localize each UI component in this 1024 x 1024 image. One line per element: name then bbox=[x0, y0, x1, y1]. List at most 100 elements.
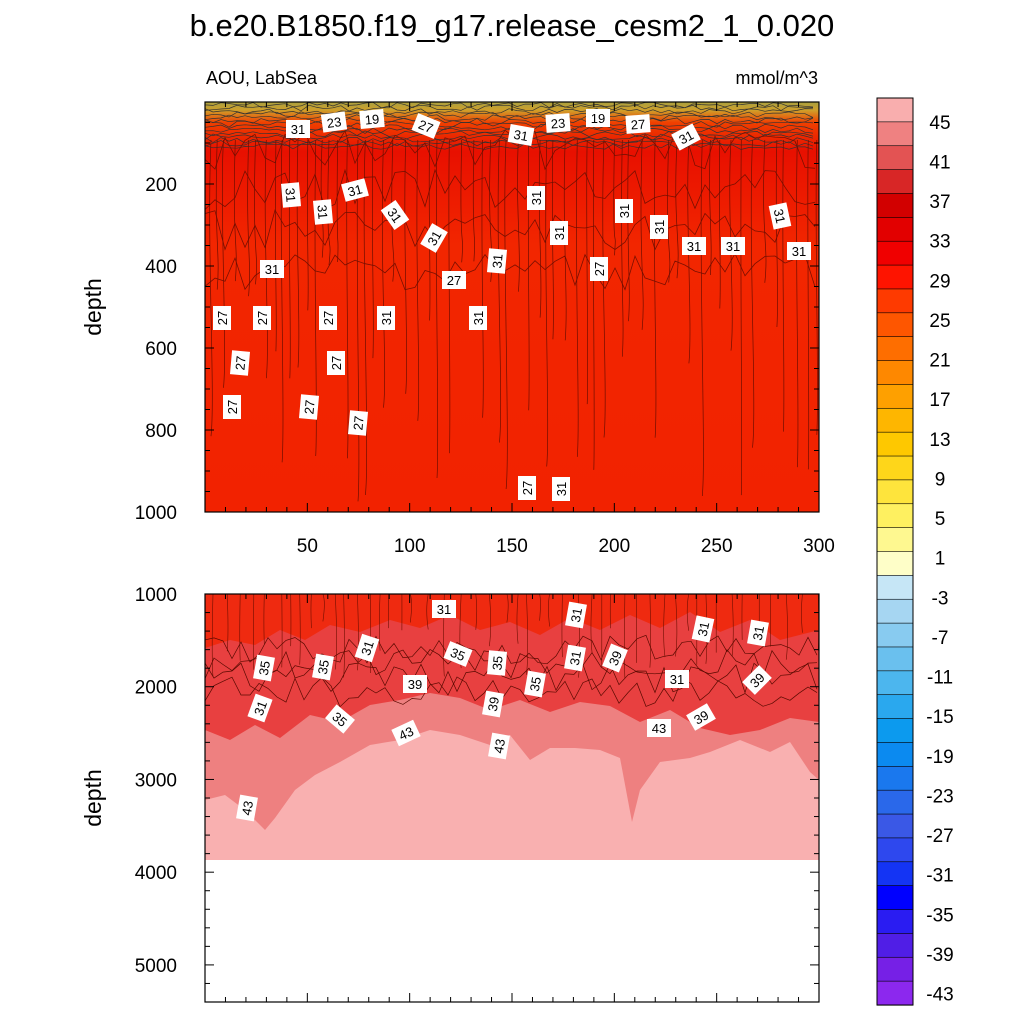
contour-label: 31 bbox=[380, 200, 410, 230]
contour-label: 31 bbox=[486, 248, 508, 274]
svg-text:31: 31 bbox=[670, 672, 684, 687]
top-panel: 31 23 19 27 31 23 19 27 31 31 31 31 31 31 31 31 31 31 31 31… bbox=[80, 101, 835, 557]
contour-label: 31 bbox=[721, 237, 745, 255]
contour-label: 31 bbox=[768, 202, 792, 230]
colorbar-label: -11 bbox=[927, 668, 953, 689]
colorbar-swatch bbox=[876, 861, 914, 887]
colorbar-swatch bbox=[876, 885, 914, 911]
contour-label: 31 bbox=[341, 178, 369, 202]
svg-text:43: 43 bbox=[239, 800, 256, 817]
colorbar-swatch bbox=[876, 933, 914, 958]
svg-text:31: 31 bbox=[792, 244, 806, 259]
svg-text:39: 39 bbox=[606, 649, 625, 668]
svg-text:27: 27 bbox=[255, 311, 270, 325]
top-x-tick-label: 100 bbox=[394, 536, 426, 557]
contour-label: 27 bbox=[223, 395, 241, 419]
bottom-contour-lines bbox=[205, 594, 819, 708]
colorbar-label: -31 bbox=[926, 866, 953, 887]
contour-label: 27 bbox=[625, 114, 651, 134]
contour-label: 27 bbox=[442, 271, 466, 289]
contour-label: 31 bbox=[682, 237, 706, 255]
svg-text:31: 31 bbox=[346, 181, 364, 199]
contour-label: 27 bbox=[590, 257, 608, 281]
colorbar-label: 17 bbox=[929, 390, 950, 411]
colorbar-label: 33 bbox=[929, 232, 950, 253]
contour-label: 39 bbox=[482, 690, 504, 718]
contour-label: 31 bbox=[650, 215, 668, 239]
contour-label: 31 bbox=[354, 633, 380, 663]
svg-text:31: 31 bbox=[379, 311, 394, 325]
top-x-tick-label: 300 bbox=[803, 536, 835, 557]
bottom-y-tick-label: 2000 bbox=[135, 678, 177, 699]
contour-label: 35 bbox=[325, 704, 355, 734]
colorbar-swatch bbox=[876, 527, 914, 553]
colorbar-swatch bbox=[876, 694, 914, 720]
svg-text:39: 39 bbox=[691, 707, 711, 727]
contour-label: 43 bbox=[488, 732, 510, 760]
colorbar-swatch bbox=[876, 479, 914, 505]
bottom-contour-labels: 31 31 31 31 31 35 35 35 35 31 39 39 35 31 39 39 31 35 43 43… bbox=[236, 600, 772, 822]
colorbar-label: -3 bbox=[932, 588, 949, 609]
svg-text:35: 35 bbox=[256, 660, 273, 677]
top-y-tick-label: 1000 bbox=[135, 503, 177, 524]
contour-label: 31 bbox=[280, 182, 302, 208]
svg-text:31: 31 bbox=[726, 239, 740, 254]
colorbar-swatch bbox=[876, 598, 914, 624]
top-y-tick-label: 400 bbox=[145, 257, 177, 278]
colorbar-label: 5 bbox=[935, 509, 946, 530]
colorbar-label: 21 bbox=[929, 351, 950, 372]
contour-label: 19 bbox=[586, 109, 610, 127]
contour-label: 39 bbox=[742, 665, 772, 695]
svg-text:31: 31 bbox=[384, 205, 405, 225]
svg-text:31: 31 bbox=[567, 650, 584, 667]
contour-label: 43 bbox=[647, 719, 671, 737]
svg-text:27: 27 bbox=[329, 356, 344, 370]
bottom-y-tick-label: 3000 bbox=[135, 770, 177, 791]
contour-label: 27 bbox=[298, 394, 320, 420]
svg-text:35: 35 bbox=[448, 645, 467, 664]
svg-text:35: 35 bbox=[527, 676, 544, 693]
contour-label: 27 bbox=[253, 306, 271, 330]
contour-label: 23 bbox=[320, 111, 348, 133]
colorbar-label: -39 bbox=[926, 945, 953, 966]
contour-label: 27 bbox=[319, 306, 337, 330]
contour-label: 31 bbox=[747, 619, 769, 647]
svg-text:31: 31 bbox=[554, 482, 569, 496]
colorbar-swatch bbox=[876, 718, 914, 744]
chart-title: b.e20.B1850.f19_g17.release_cesm2_1_0.02… bbox=[190, 8, 835, 43]
colorbar-swatch bbox=[876, 551, 914, 576]
colorbar-swatch bbox=[876, 956, 914, 982]
colorbar-swatch bbox=[876, 97, 914, 123]
colorbar-swatch bbox=[876, 145, 914, 171]
top-x-tick-label: 50 bbox=[297, 536, 318, 557]
colorbar-label: 25 bbox=[929, 311, 950, 332]
svg-text:31: 31 bbox=[437, 602, 451, 617]
svg-text:19: 19 bbox=[591, 111, 605, 126]
svg-text:43: 43 bbox=[491, 738, 508, 755]
contour-label: 27 bbox=[347, 410, 369, 436]
contour-label: 43 bbox=[391, 719, 421, 747]
colorbar-label: -43 bbox=[926, 985, 953, 1006]
svg-text:31: 31 bbox=[676, 127, 696, 147]
colorbar-swatch bbox=[876, 431, 914, 457]
svg-text:27: 27 bbox=[350, 415, 366, 431]
colorbar-swatch bbox=[876, 837, 914, 863]
top-y-tick-label: 200 bbox=[145, 175, 177, 196]
contour-label: 35 bbox=[486, 650, 508, 676]
svg-text:27: 27 bbox=[232, 355, 248, 371]
colorbar-swatch bbox=[876, 742, 914, 767]
colorbar-swatch bbox=[876, 288, 914, 314]
contour-label: 35 bbox=[524, 670, 546, 698]
svg-text:27: 27 bbox=[630, 117, 645, 133]
contour-label: 27 bbox=[327, 351, 345, 375]
contour-label: 31 bbox=[552, 477, 570, 501]
contour-label: 31 bbox=[787, 242, 811, 260]
svg-text:31: 31 bbox=[314, 204, 330, 220]
contour-label: 31 bbox=[565, 601, 587, 629]
units-label: mmol/m^3 bbox=[736, 68, 818, 88]
bottom-y-tick-label: 5000 bbox=[135, 956, 177, 977]
svg-text:31: 31 bbox=[695, 620, 713, 637]
svg-text:23: 23 bbox=[550, 116, 565, 132]
contour-label: 31 bbox=[312, 199, 334, 225]
top-contour-labels: 31 23 19 27 31 23 19 27 31 31 31 31 31 31 31 31 31 31 31 31… bbox=[213, 108, 811, 501]
